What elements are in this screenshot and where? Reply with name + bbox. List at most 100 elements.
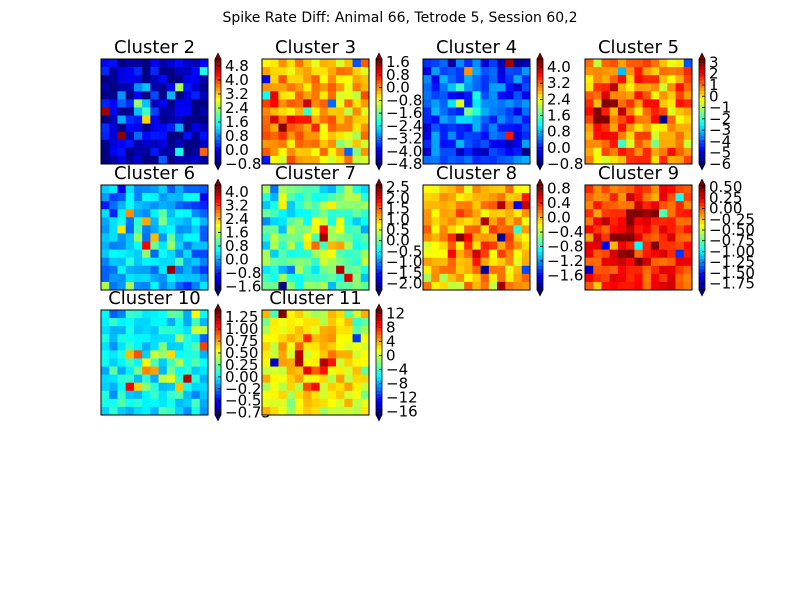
heatmap-cell [142,257,151,267]
heatmap-cell [270,366,279,375]
heatmap-cell [344,193,353,202]
colorbar-segment [215,286,221,291]
heatmap-cell [360,131,370,141]
heatmap-cell [650,115,660,124]
heatmap-cell [344,209,353,218]
heatmap-cell [683,265,693,275]
colorbar-segment [376,255,382,259]
heatmap-cell [166,201,176,210]
heatmap-cell [158,366,168,375]
colorbar-segment [215,122,221,126]
heatmap-cell [109,265,118,275]
heatmap-cell [101,249,110,258]
heatmap-cell [199,326,209,335]
heatmap-cell [327,249,337,258]
colorbar-extend-min [214,289,222,297]
heatmap-cell [521,209,531,218]
heatmap-cell [294,281,304,291]
heatmap-cell [109,217,118,226]
heatmap-cell [319,107,329,116]
heatmap-cell [327,281,337,291]
heatmap-cell [521,185,531,194]
heatmap-cell [634,209,643,218]
heatmap-cell [609,185,619,194]
heatmap-cell [311,310,320,319]
heatmap-cell [278,398,287,408]
heatmap-cell [133,155,143,165]
colorbar-segment [537,83,543,88]
heatmap-cell [455,281,465,291]
colorbar-tick-label: −4.8 [386,155,422,173]
heatmap-cell [675,123,685,132]
heatmap-cell [191,91,201,100]
heatmap-cell [158,67,168,76]
colorbar-segment [376,258,382,263]
heatmap-cell [488,193,498,202]
heatmap-cell [303,233,312,242]
colorbar-tick-label: −5 [709,144,731,162]
heatmap-cell [439,249,448,258]
heatmap-cell [125,115,135,124]
heatmap-cell [199,350,209,359]
heatmap-cell [278,155,287,165]
colorbar-segment [537,153,543,158]
heatmap-cell [513,115,523,124]
colorbar-segment [215,87,221,91]
heatmap-cell [344,257,353,267]
heatmap-cell [480,155,490,165]
heatmap-cell [601,257,610,267]
heatmap-cell [191,326,201,335]
heatmap-cell [303,201,312,210]
colorbar-segment [376,286,382,291]
heatmap-cell [278,374,287,383]
heatmap-cell [286,201,296,210]
heatmap-cell [480,99,490,108]
colorbar-segment [537,87,543,91]
colorbar-segment [215,223,221,228]
heatmap-cell [183,115,192,124]
heatmap-cell [183,358,192,367]
heatmap-cell [294,310,304,319]
colorbar-segment [537,195,543,200]
heatmap-cell [675,139,685,149]
heatmap-cell [278,366,287,375]
heatmap-cell [344,366,353,375]
heatmap-cell [683,201,693,210]
heatmap-cell [133,358,143,367]
heatmap-cell [142,273,151,283]
heatmap-cell [455,257,465,267]
heatmap-cell [617,67,627,76]
heatmap-cell [319,155,329,165]
heatmap-cell [166,390,176,400]
colorbar-segment [699,59,705,63]
heatmap-cell [336,334,345,343]
heatmap-cell [183,225,192,234]
heatmap-cell [650,123,660,132]
colorbar-segment [537,76,543,81]
heatmap-cell [109,326,118,335]
heatmap-cell [199,334,209,343]
heatmap-cell [319,139,329,149]
heatmap-cell [505,185,514,194]
heatmap-cell [262,281,271,291]
heatmap-cell [601,67,610,76]
colorbar-tick-label: 0.50 [225,344,258,362]
colorbar-tick-label: 0.0 [547,209,571,227]
heatmap-cell [521,217,531,226]
heatmap-cell [352,147,362,157]
heatmap-cell [617,193,627,202]
heatmap-cell [101,382,110,392]
colorbar-segment [537,213,543,217]
heatmap-cell [455,75,465,84]
heatmap-cell [109,257,118,267]
colorbar-segment [215,83,221,88]
heatmap-cell [513,209,523,218]
heatmap-cell [513,257,523,267]
heatmap-cell [650,273,660,283]
heatmap-cell [303,139,312,149]
heatmap-cell [505,193,514,202]
heatmap-cell [593,83,602,92]
heatmap-cell [626,257,635,267]
heatmap-cell [150,233,159,242]
heatmap-cell [303,91,312,100]
